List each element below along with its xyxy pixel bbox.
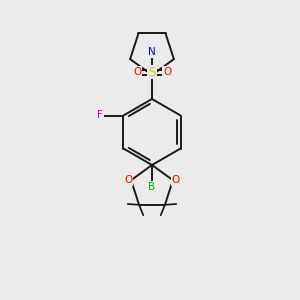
Text: B: B (148, 182, 156, 192)
Text: O: O (133, 67, 141, 77)
Text: F: F (98, 110, 103, 121)
Text: N: N (148, 47, 156, 57)
Text: O: O (163, 67, 171, 77)
Text: O: O (124, 175, 132, 185)
Text: O: O (172, 175, 180, 185)
Text: S: S (148, 65, 156, 79)
